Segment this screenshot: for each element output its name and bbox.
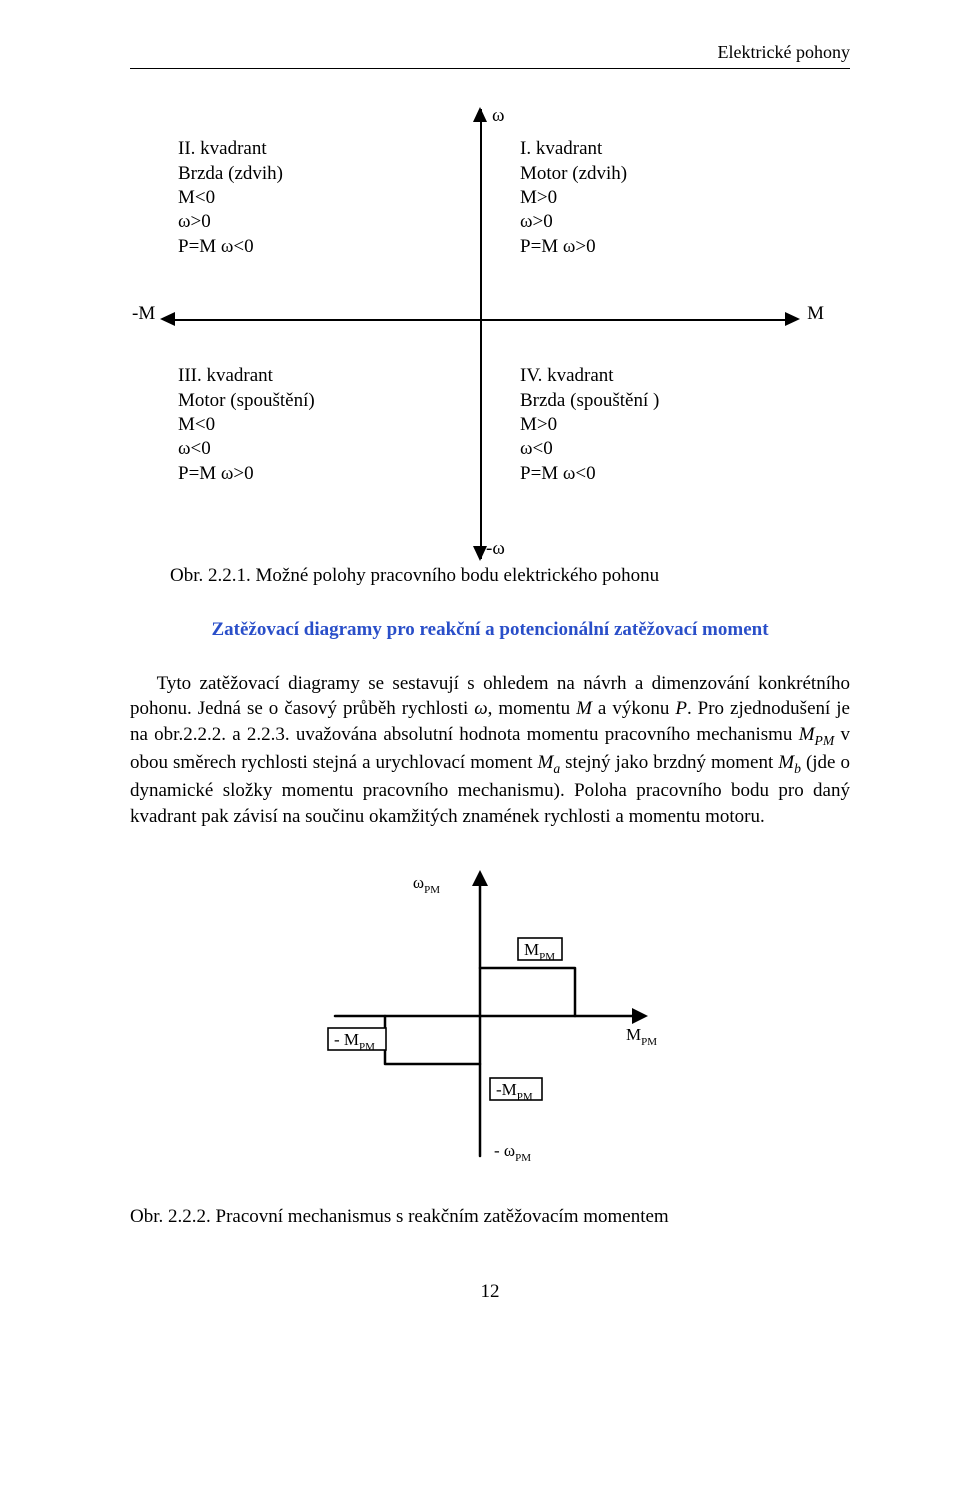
qIII-sub: Motor (spouštění) [178, 389, 438, 413]
axis-label-right: M [807, 301, 824, 327]
axis-horizontal [174, 319, 786, 321]
qIV-sub: Brzda (spouštění ) [520, 389, 780, 413]
svg-text:ωPM: ωPM [413, 873, 440, 896]
lbl-omega-pm-sub: PM [424, 884, 440, 896]
p-MPM: M [799, 724, 815, 745]
qI-r1: ω>0 [520, 210, 780, 234]
lbl-minus-Mpm-bl-sub: PM [359, 1041, 375, 1053]
reaction-moment-diagram: ωPM MPM MPM - MPM [310, 856, 670, 1186]
lbl-Mpm-tr: M [524, 940, 539, 959]
arrow-left-icon [160, 312, 175, 326]
qII-r0: M<0 [178, 186, 438, 210]
axis-label-top: ω [492, 103, 505, 129]
caption-221: Obr. 2.2.1. Možné polohy pracovního bodu… [170, 563, 850, 589]
qIV-r1: ω<0 [520, 437, 780, 461]
qIII-r1: ω<0 [178, 437, 438, 461]
section-heading: Zatěžovací diagramy pro reakční a potenc… [130, 617, 850, 643]
qIV-r0: M>0 [520, 413, 780, 437]
qIII-title: III. kvadrant [178, 364, 438, 388]
body-paragraph: Tyto zatěžovací diagramy se sestavují s … [130, 671, 850, 830]
p-6: stejný jako brzdný moment [560, 752, 778, 773]
p-2: , momentu [488, 698, 576, 719]
qIV-r2: P=M ω<0 [520, 462, 780, 486]
qII-title: II. kvadrant [178, 137, 438, 161]
arrow-down-icon [473, 546, 487, 561]
lbl-Mpm-tr-sub: PM [539, 951, 555, 963]
qI-title: I. kvadrant [520, 137, 780, 161]
lbl-Mpm-right-sub: PM [641, 1036, 657, 1048]
caption-221-text: Možné polohy pracovního bodu elektrickéh… [256, 565, 660, 586]
p-MPM-sub: PM [815, 733, 835, 748]
p-M: M [576, 698, 592, 719]
quadrant-diagram: ω -ω -M M II. kvadrant Brzda (zdvih) M<0… [130, 109, 830, 559]
qII-r1: ω>0 [178, 210, 438, 234]
lbl-minus-Mpm-bl: - M [334, 1030, 359, 1049]
arrow-right-icon [785, 312, 800, 326]
lbl-minus-omega-sub: PM [515, 1152, 531, 1164]
quadrant-III: III. kvadrant Motor (spouštění) M<0 ω<0 … [178, 364, 438, 486]
qII-r2: P=M ω<0 [178, 235, 438, 259]
lbl-minus-Mpm-mid-sub: PM [517, 1091, 533, 1103]
quadrant-I: I. kvadrant Motor (zdvih) M>0 ω>0 P=M ω>… [520, 137, 780, 259]
lbl-Mpm-right: M [626, 1025, 641, 1044]
caption-222-label: Obr. 2.2.2. [130, 1206, 211, 1227]
axis-label-bottom: -ω [486, 536, 505, 562]
p-omega: ω [474, 698, 487, 719]
caption-221-label: Obr. 2.2.1. [170, 565, 251, 586]
page-number: 12 [130, 1279, 850, 1305]
svg-text:- ωPM: - ωPM [494, 1141, 531, 1164]
lbl-omega-pm: ω [413, 873, 424, 892]
svg-text:MPM: MPM [626, 1025, 657, 1048]
p-Mb-sub: b [794, 761, 801, 776]
qI-r2: P=M ω>0 [520, 235, 780, 259]
caption-222: Obr. 2.2.2. Pracovní mechanismus s reakč… [130, 1204, 850, 1230]
p-3: a výkonu [592, 698, 675, 719]
qI-sub: Motor (zdvih) [520, 162, 780, 186]
qII-sub: Brzda (zdvih) [178, 162, 438, 186]
p-Ma: M [537, 752, 553, 773]
qIII-r2: P=M ω>0 [178, 462, 438, 486]
running-head: Elektrické pohony [130, 40, 850, 69]
arrow-up-icon [473, 107, 487, 122]
caption-222-text: Pracovní mechanismus s reakčním zatěžova… [216, 1206, 669, 1227]
p-Mb: M [778, 752, 794, 773]
axis-vertical [480, 109, 482, 559]
lbl-minus-Mpm-mid: -M [496, 1080, 517, 1099]
quadrant-IV: IV. kvadrant Brzda (spouštění ) M>0 ω<0 … [520, 364, 780, 486]
lbl-minus-omega: - ω [494, 1141, 515, 1160]
qI-r0: M>0 [520, 186, 780, 210]
p-P: P [675, 698, 687, 719]
axis-label-left: -M [132, 301, 155, 327]
qIII-r0: M<0 [178, 413, 438, 437]
qIV-title: IV. kvadrant [520, 364, 780, 388]
quadrant-II: II. kvadrant Brzda (zdvih) M<0 ω>0 P=M ω… [178, 137, 438, 259]
